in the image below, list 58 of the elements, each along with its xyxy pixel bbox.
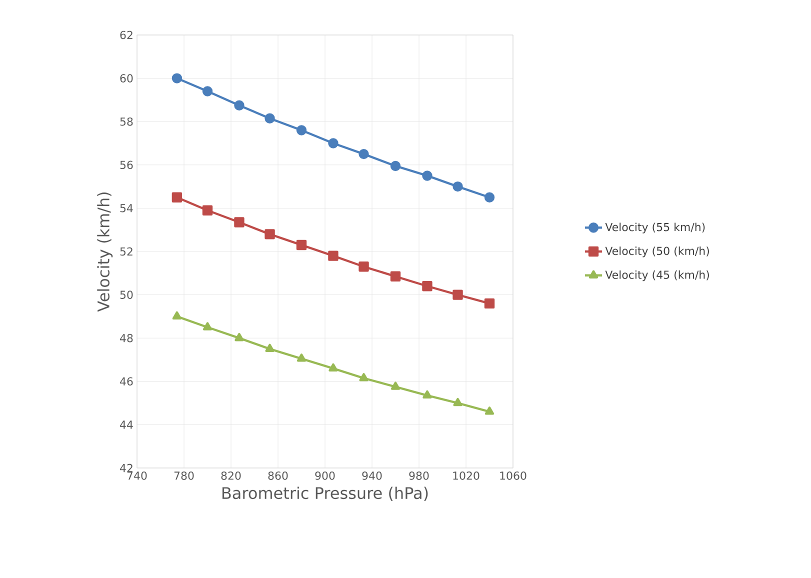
point (359, 373, 368, 382)
point (328, 250, 338, 261)
point (202, 86, 213, 96)
x-tick-label: 900 (315, 472, 335, 480)
x-axis-title: Barometric Pressure (hPa) (222, 486, 428, 501)
point (484, 406, 494, 415)
point (422, 170, 432, 181)
point (390, 271, 401, 282)
point (264, 229, 275, 240)
point (234, 217, 244, 228)
point (328, 363, 338, 372)
y-tick-label: 56 (120, 160, 133, 170)
point (296, 354, 306, 362)
point (358, 262, 369, 272)
x-tick-label: 940 (362, 472, 382, 480)
point (328, 138, 338, 148)
point (422, 390, 432, 399)
point (265, 344, 274, 352)
point (264, 113, 275, 124)
point (484, 192, 495, 202)
point (296, 240, 307, 250)
point (452, 181, 463, 192)
y-tick-label: 50 (120, 290, 133, 299)
legend-label: Velocity (55 km/h) (605, 222, 705, 234)
point (234, 332, 244, 342)
x-tick-label: 1020 (453, 472, 480, 480)
point (234, 100, 244, 110)
point (202, 322, 212, 330)
x-tick-label: 980 (409, 472, 429, 480)
point (172, 192, 182, 202)
legend-label: Velocity (45 (km/h) (605, 270, 709, 282)
y-tick-label: 46 (120, 377, 133, 386)
point (452, 290, 463, 300)
y-axis-title: Velocity (km/h) (97, 192, 113, 312)
point (172, 311, 182, 320)
point (453, 398, 462, 406)
x-tick-label: 780 (174, 472, 194, 480)
point (202, 205, 213, 216)
x-tick-label: 1060 (500, 472, 526, 480)
point (484, 298, 495, 309)
y-tick-label: 44 (120, 420, 133, 429)
x-tick-label: 860 (268, 472, 288, 480)
point (296, 125, 307, 136)
legend-label: Velocity (50 (km/h) (605, 246, 709, 258)
point (390, 160, 401, 172)
x-tick-label: 740 (127, 472, 147, 480)
point (422, 281, 432, 292)
y-tick-label: 42 (120, 464, 132, 472)
point (358, 148, 369, 160)
point (390, 382, 400, 390)
y-tick-label: 60 (120, 74, 133, 82)
y-tick-label: 54 (120, 204, 133, 212)
x-tick-label: 820 (221, 472, 241, 480)
point (172, 73, 182, 84)
y-tick-label: 62 (120, 30, 132, 40)
y-tick-label: 52 (120, 247, 132, 256)
y-tick-label: 58 (120, 117, 133, 126)
y-tick-label: 48 (120, 334, 133, 342)
